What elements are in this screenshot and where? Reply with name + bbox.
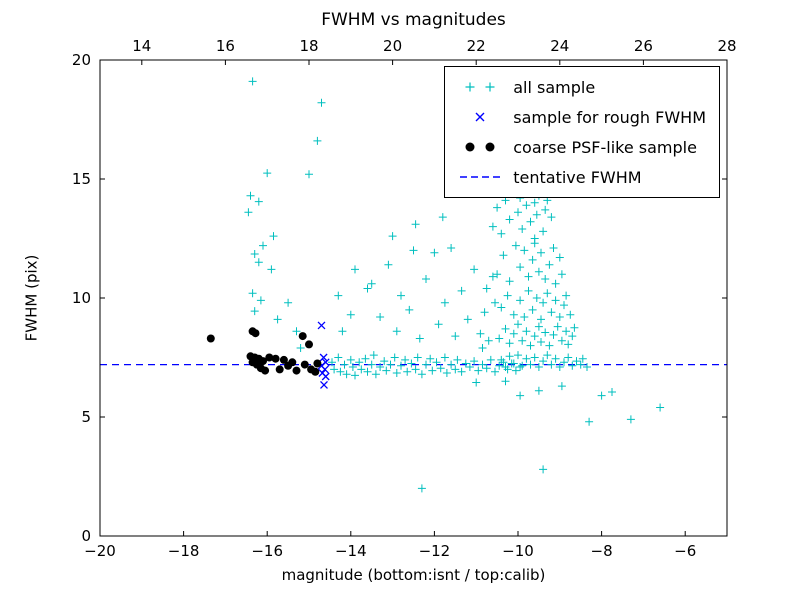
bottom-tick-label: −6 (674, 542, 696, 560)
sample-for-rough-fwhm-points (317, 321, 330, 389)
all-sample-points (244, 77, 665, 493)
legend-item-label: coarse PSF-like sample (513, 137, 697, 157)
coarse-psf-like-sample-points (206, 327, 322, 376)
y-axis-ticks: 0 5 10 15 20 (72, 51, 727, 545)
legend-item-rough-fwhm: sample for rough FWHM (458, 106, 706, 128)
y-tick-label: 0 (81, 527, 91, 545)
bottom-tick-label: −14 (335, 542, 367, 560)
legend: all sample sample for rough FWHM coarse … (444, 66, 720, 198)
y-axis-label: FWHM (pix) (22, 254, 40, 342)
x-axis-label: magnitude (bottom:isnt / top:calib) (281, 566, 546, 584)
dot-markers-icon (458, 136, 502, 158)
top-tick-label: 28 (717, 37, 736, 55)
y-tick-label: 5 (81, 408, 91, 426)
bottom-tick-label: −20 (84, 542, 116, 560)
legend-item-label: all sample (513, 77, 596, 97)
bottom-tick-label: −10 (502, 542, 534, 560)
legend-item-psf-sample: coarse PSF-like sample (458, 136, 706, 158)
bottom-tick-label: −8 (591, 542, 613, 560)
top-tick-label: 18 (299, 37, 318, 55)
legend-item-label: tentative FWHM (513, 167, 642, 187)
top-tick-label: 24 (550, 37, 569, 55)
bottom-tick-label: −12 (419, 542, 451, 560)
bottom-tick-label: −18 (168, 542, 200, 560)
bottom-tick-label: −16 (251, 542, 283, 560)
legend-item-tentative-fwhm: tentative FWHM (458, 166, 706, 188)
top-tick-label: 26 (634, 37, 653, 55)
y-tick-label: 15 (72, 170, 91, 188)
plus-markers-icon (458, 76, 502, 98)
y-axis-label-wrap: FWHM (pix) (18, 60, 44, 536)
y-tick-label: 20 (72, 51, 91, 69)
bottom-axis-ticks: −20 −18 −16 −14 −12 −10 −8 −6 (84, 531, 696, 560)
top-tick-label: 22 (467, 37, 486, 55)
top-tick-label: 20 (383, 37, 402, 55)
top-tick-label: 14 (132, 37, 151, 55)
top-tick-label: 16 (216, 37, 235, 55)
legend-item-label: sample for rough FWHM (513, 107, 706, 127)
legend-item-all-sample: all sample (458, 76, 706, 98)
dashed-line-icon (458, 166, 502, 188)
x-marker-icon (458, 106, 502, 128)
chart-title: FWHM vs magnitudes (321, 10, 506, 30)
top-axis-ticks: 14 16 18 20 22 24 26 28 (132, 37, 737, 65)
y-tick-label: 10 (72, 289, 91, 307)
